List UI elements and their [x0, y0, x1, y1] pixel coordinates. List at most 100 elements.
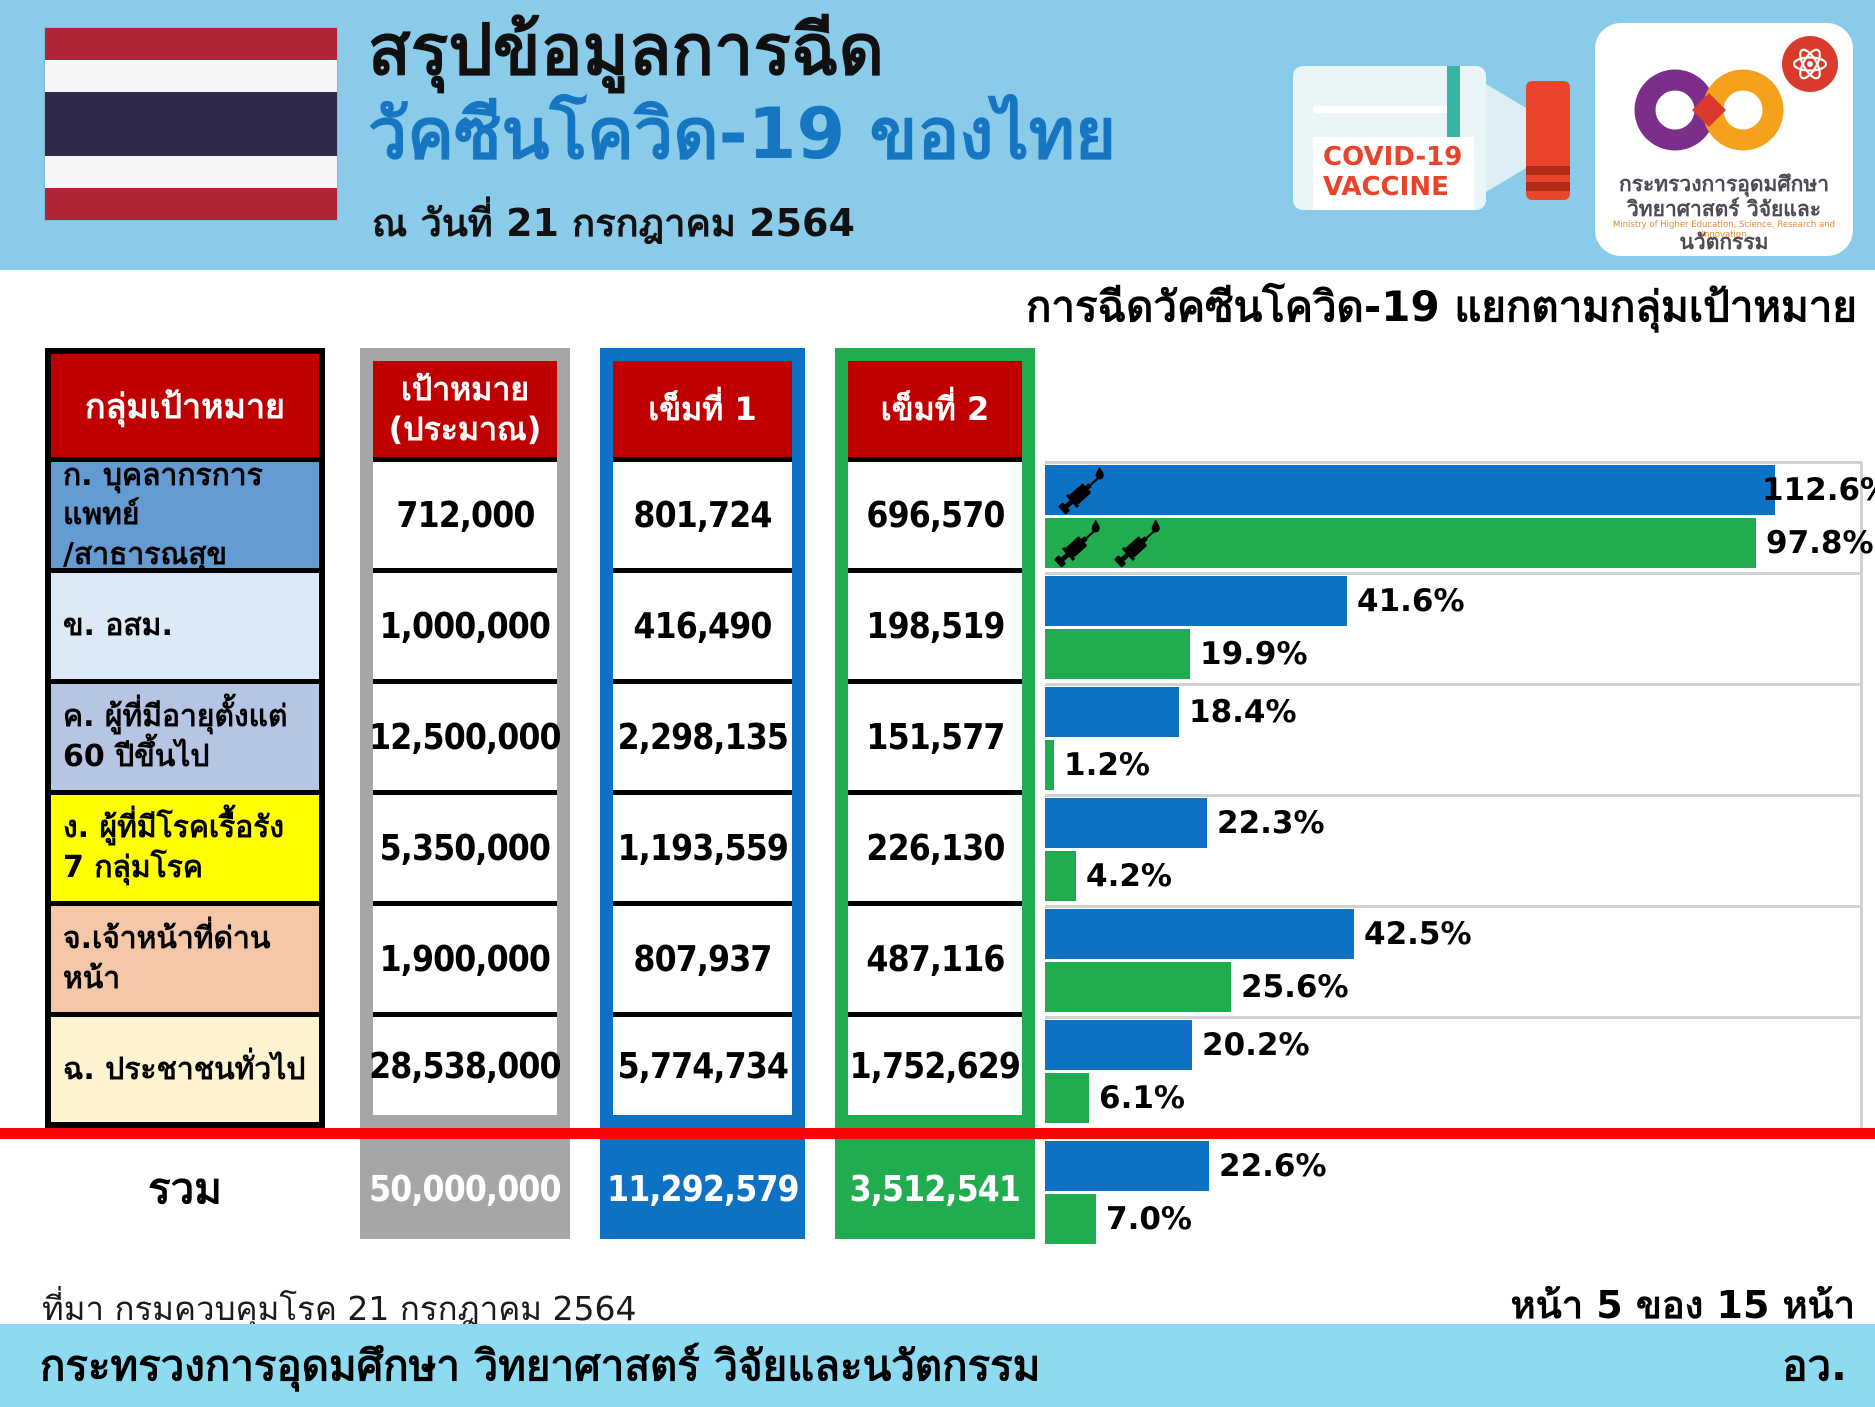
- ministry-logo-thai-line2: วิทยาศาสตร์ วิจัยและนวัตกรรม: [1627, 197, 1821, 254]
- flag-stripe-white: [45, 60, 337, 92]
- dose2-value: 1,752,629: [849, 1045, 1021, 1087]
- dose1-bar: [1045, 798, 1207, 848]
- dose2-column-header: เข็มที่ 2: [848, 361, 1022, 457]
- dose2-bar: [1045, 962, 1231, 1012]
- ministry-logo-thai-line1: กระทรวงการอุดมศึกษา: [1619, 172, 1829, 196]
- dose1-bar: [1045, 687, 1179, 737]
- total-row-label: รวม: [148, 1164, 222, 1213]
- page-indicator: หน้า 5 ของ 15 หน้า: [1510, 1283, 1855, 1327]
- dose2-bar: [1045, 1194, 1096, 1244]
- chart-title: การฉีดวัคซีนโควิด-19 แยกตามกลุ่มเป้าหมาย: [1025, 282, 1857, 331]
- dose1-value-cell: 801,724: [613, 462, 792, 568]
- target-value-cell: 712,000: [373, 462, 557, 568]
- group-column-header: กลุ่มเป้าหมาย: [51, 354, 319, 457]
- total-dose1-value: 11,292,579: [606, 1168, 799, 1210]
- dose2-bar: [1045, 1073, 1089, 1123]
- dose2-value: 696,570: [865, 494, 1005, 536]
- chart-row-separator: [1045, 572, 1862, 575]
- dose2-value-cell: 198,519: [848, 573, 1022, 679]
- target-value-cell: 1,000,000: [373, 573, 557, 679]
- dose2-value: 487,116: [865, 938, 1005, 980]
- source-note: ที่มา กรมควบคุมโรค 21 กรกฎาคม 2564: [42, 1289, 637, 1328]
- dose1-bar: [1045, 909, 1354, 959]
- dose1-value: 2,298,135: [617, 716, 788, 758]
- target-value: 1,000,000: [379, 605, 551, 647]
- dose2-bar: [1045, 851, 1076, 901]
- target-value-cell: 12,500,000: [369, 684, 561, 790]
- dose1-value: 807,937: [633, 938, 772, 980]
- dose2-value: 198,519: [865, 605, 1005, 647]
- dose2-value-cell: 696,570: [848, 462, 1022, 568]
- dose1-value: 1,193,559: [617, 827, 788, 869]
- syringe-icon: [1054, 519, 1100, 568]
- dose1-column-header: เข็มที่ 1: [613, 361, 792, 457]
- vial-cap-stripe: [1526, 182, 1570, 191]
- dose2-bar-label: 7.0%: [1106, 1201, 1192, 1237]
- target-value: 12,500,000: [369, 716, 561, 758]
- dose2-bar-label: 1.2%: [1064, 747, 1150, 783]
- page-title-line2: วัคซีนโควิด-19 ของไทย: [368, 93, 1116, 175]
- dose1-bar-label: 22.6%: [1219, 1148, 1327, 1184]
- dose1-bar: [1045, 465, 1775, 515]
- vial-cap-stripe: [1526, 166, 1570, 175]
- column-header-separator: [373, 457, 557, 462]
- target-value: 5,350,000: [379, 827, 551, 869]
- dose2-bar-label: 25.6%: [1241, 969, 1349, 1005]
- dose2-value-cell: 151,577: [848, 684, 1022, 790]
- target-value-cell: 5,350,000: [373, 795, 557, 901]
- page-title-line1: สรุปข้อมูลการฉีด: [368, 9, 885, 91]
- total-target-value: 50,000,000: [369, 1168, 561, 1210]
- total-dose2-value: 3,512,541: [849, 1168, 1021, 1210]
- group-label-cell: จ.เจ้าหน้าที่ด่านหน้า: [51, 906, 319, 1012]
- dose1-bar-label: 18.4%: [1189, 694, 1297, 730]
- group-label-cell: ฉ. ประชาชนทั่วไป: [51, 1017, 319, 1122]
- dose1-bar-label: 42.5%: [1364, 916, 1472, 952]
- dose2-bar: [1045, 518, 1756, 568]
- atom-icon: [1782, 36, 1838, 92]
- chart-row-separator: [1045, 1016, 1862, 1019]
- vial-label-line2: VACCINE: [1323, 171, 1449, 202]
- dose1-value: 801,724: [633, 494, 772, 536]
- flag-stripe-white: [45, 156, 337, 188]
- dose2-column-inner: [848, 361, 1022, 1115]
- vial-label: COVID-19 VACCINE: [1313, 137, 1474, 210]
- dose2-bar-label: 4.2%: [1086, 858, 1172, 894]
- row-separator: [848, 1012, 1022, 1017]
- dose1-value-cell: 5,774,734: [613, 1017, 792, 1115]
- column-header-separator: [848, 457, 1022, 462]
- vial-label-line1: COVID-19: [1323, 142, 1463, 172]
- row-separator: [373, 1012, 557, 1017]
- vial-teal-stripe: [1447, 66, 1460, 138]
- flag-stripe-red: [45, 188, 337, 220]
- total-divider-line: [0, 1128, 1875, 1139]
- row-separator: [613, 790, 792, 795]
- dose1-bar: [1045, 1141, 1209, 1191]
- group-label-cell: ค. ผู้ที่มีอายุตั้งแต่ 60 ปีขึ้นไป: [51, 684, 319, 790]
- dose1-value-cell: 807,937: [613, 906, 792, 1012]
- dose2-value-cell: 226,130: [848, 795, 1022, 901]
- vial-neck: [1486, 84, 1526, 192]
- dose2-value-cell: 487,116: [848, 906, 1022, 1012]
- target-value: 712,000: [395, 494, 535, 536]
- dose1-bar: [1045, 1020, 1192, 1070]
- row-separator: [613, 568, 792, 573]
- row-separator: [613, 679, 792, 684]
- page-date: ณ วันที่ 21 กรกฎาคม 2564: [372, 201, 855, 245]
- chart-row-separator: [1045, 794, 1862, 797]
- dose1-column-inner: [613, 361, 792, 1115]
- column-header-separator: [613, 457, 792, 462]
- footer-band: [0, 1324, 1875, 1407]
- flag-stripe-red: [45, 28, 337, 60]
- dose1-bar: [1045, 576, 1347, 626]
- row-separator: [848, 568, 1022, 573]
- total-target-cell: 50,000,000: [360, 1139, 570, 1239]
- dose1-bar-label: 20.2%: [1202, 1027, 1310, 1063]
- flag-stripe-navy: [45, 92, 337, 156]
- footer-ministry-abbrev: อว.: [1782, 1341, 1847, 1390]
- group-label-cell: ก. บุคลากรการแพทย์ /สาธารณสุข: [51, 458, 319, 572]
- dose1-bar-label: 41.6%: [1357, 583, 1465, 619]
- syringe-icon: [1058, 466, 1104, 515]
- target-column-inner: [373, 361, 557, 1115]
- row-separator: [613, 1012, 792, 1017]
- vial-cap: [1526, 81, 1570, 200]
